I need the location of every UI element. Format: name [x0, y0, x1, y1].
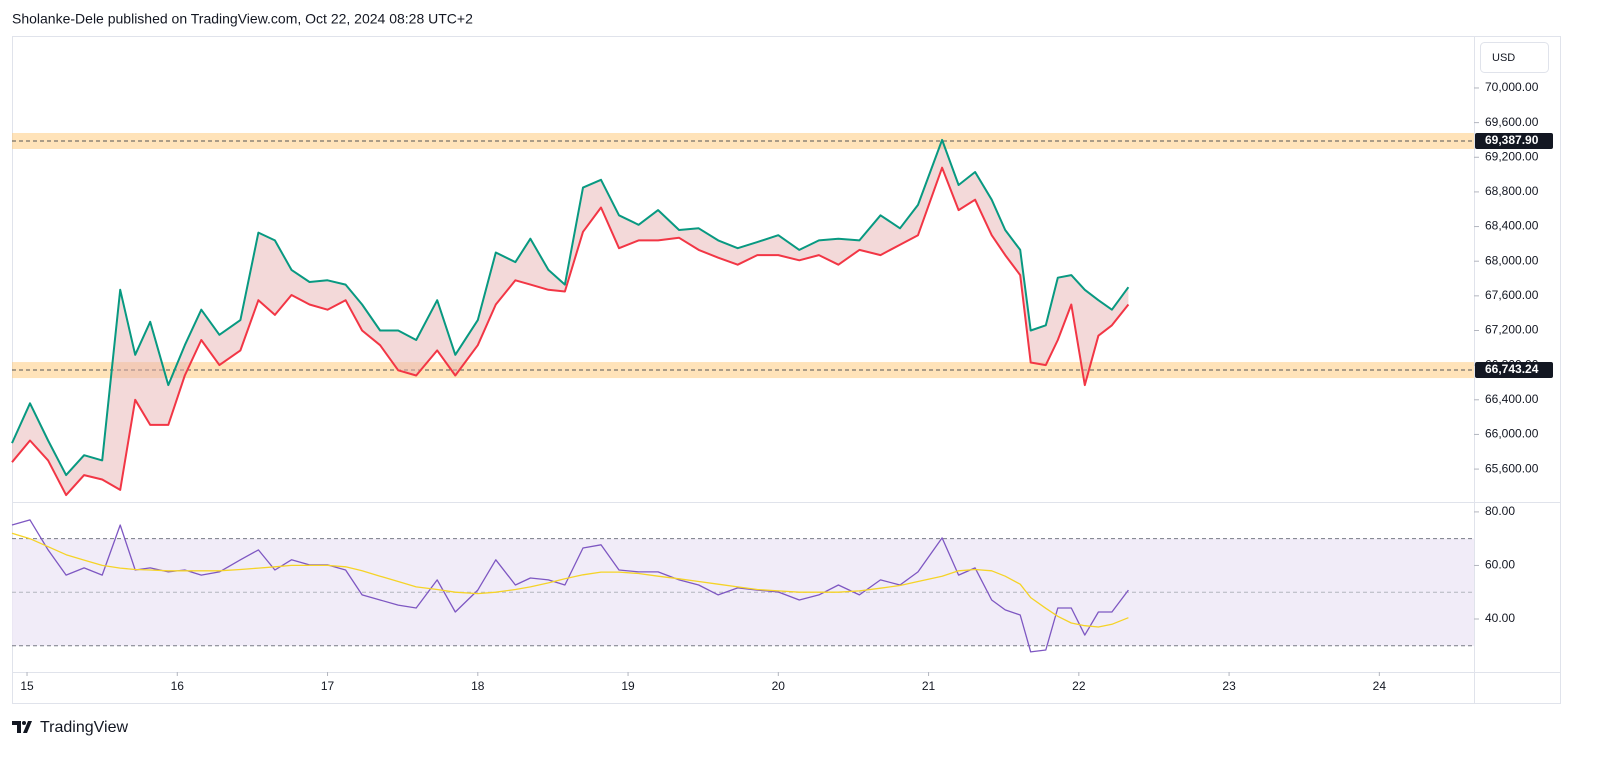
- y-tick-label: 66,000.00: [1485, 427, 1539, 441]
- header: Sholanke-Dele published on TradingView.c…: [12, 11, 473, 27]
- x-tick-label: 17: [321, 679, 335, 693]
- x-tick-label: 24: [1373, 679, 1387, 693]
- price-line: [11, 138, 1130, 477]
- y-tick-label: 68,000.00: [1485, 253, 1539, 267]
- y-tick-label: 68,400.00: [1485, 219, 1539, 233]
- x-tick-label: 22: [1072, 679, 1086, 693]
- y-tick-label: 40.00: [1485, 611, 1515, 625]
- price-label: 69,387.90: [1485, 133, 1539, 147]
- y-tick-label: 67,600.00: [1485, 288, 1539, 302]
- y-tick-label: 70,000.00: [1485, 80, 1539, 94]
- y-tick-label: 68,800.00: [1485, 184, 1539, 198]
- footer-brand: TradingView: [40, 719, 128, 736]
- y-tick-label: 69,200.00: [1485, 149, 1539, 163]
- price-label-box: [1475, 362, 1553, 379]
- x-tick-label: 23: [1222, 679, 1236, 693]
- y-tick-label: 69,600.00: [1485, 115, 1539, 129]
- x-tick-label: 21: [922, 679, 936, 693]
- indicator-line: [11, 532, 1129, 628]
- x-tick-label: 16: [171, 679, 185, 693]
- y-tick-label: 60.00: [1485, 558, 1515, 572]
- price-label-box: [1475, 132, 1553, 149]
- x-tick-label: 19: [621, 679, 635, 693]
- range-fill: [12, 139, 1129, 496]
- y-tick-label: 65,600.00: [1485, 461, 1539, 475]
- currency-box[interactable]: [1480, 42, 1549, 73]
- currency: USD: [1492, 52, 1515, 64]
- x-tick-label: 20: [772, 679, 786, 693]
- x-tick-label: 15: [20, 679, 34, 693]
- y-tick-label: 80.00: [1485, 504, 1515, 518]
- x-tick-label: 18: [471, 679, 485, 693]
- y-tick-label: 67,200.00: [1485, 323, 1539, 337]
- logo: [12, 721, 32, 733]
- price-label: 66,743.24: [1485, 362, 1539, 376]
- indicator-line: [11, 519, 1129, 653]
- price-line: [11, 166, 1130, 497]
- y-tick-label: 66,400.00: [1485, 392, 1539, 406]
